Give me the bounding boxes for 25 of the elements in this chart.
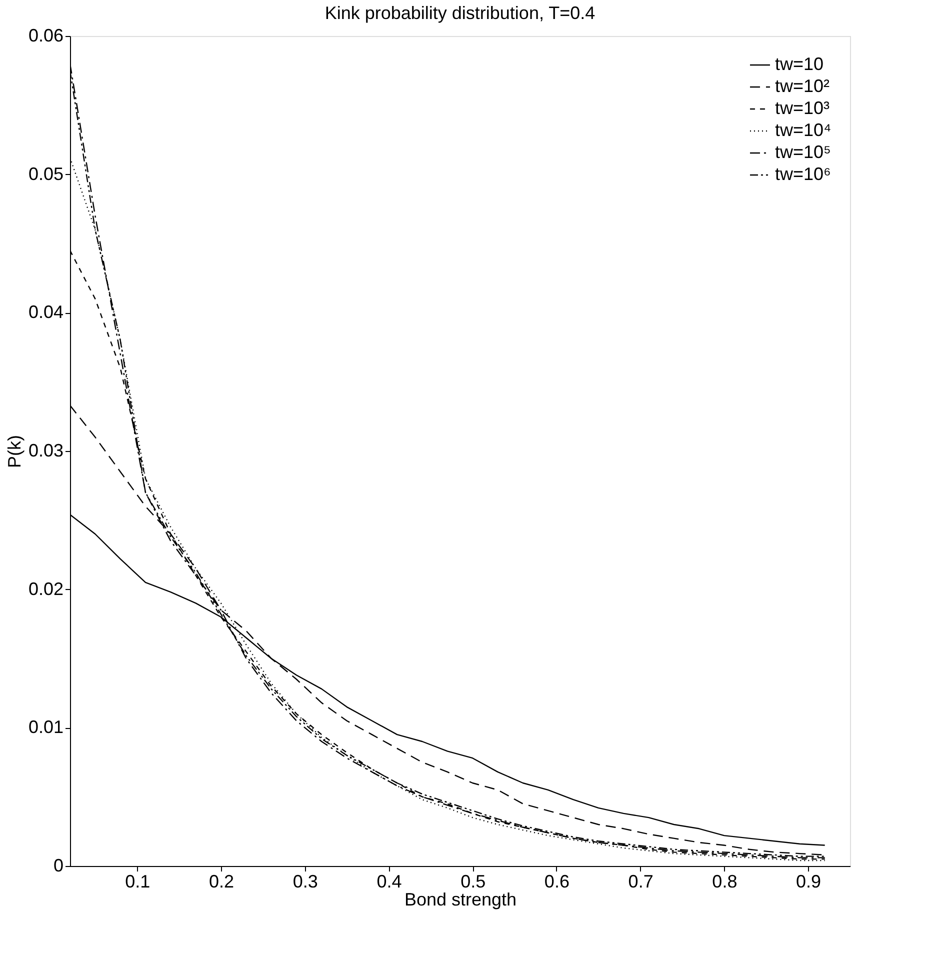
x-tick-label: 0.1 xyxy=(125,872,150,892)
y-tick-label: 0.02 xyxy=(28,578,64,599)
x-tick-label: 0.3 xyxy=(292,872,318,892)
y-tick-label: 0.03 xyxy=(28,440,64,460)
y-tick-label: 0 xyxy=(53,856,64,876)
y-tick-label: 0.04 xyxy=(28,302,64,322)
legend-label: tw=10⁶ xyxy=(775,164,831,184)
y-tick-label: 0.05 xyxy=(28,164,64,184)
y-tick-label: 0.06 xyxy=(28,26,64,46)
x-tick-label: 0.8 xyxy=(712,872,738,892)
x-tick-label: 0.9 xyxy=(796,872,822,892)
x-axis-title: Bond strength xyxy=(404,890,517,910)
y-axis-title: P(k) xyxy=(4,435,24,468)
y-tick-label: 0.01 xyxy=(28,717,64,738)
legend-label: tw=10⁴ xyxy=(775,120,832,140)
legend-label: tw=10⁵ xyxy=(775,142,831,162)
legend-label: tw=10³ xyxy=(775,98,830,118)
chart-title: Kink probability distribution, T=0.4 xyxy=(324,3,596,23)
x-tick-label: 0.2 xyxy=(208,872,234,892)
x-tick-label: 0.7 xyxy=(628,872,654,892)
legend-label: tw=10 xyxy=(775,54,824,74)
x-tick-label: 0.4 xyxy=(376,872,402,892)
x-tick-label: 0.6 xyxy=(544,872,570,892)
x-tick-label: 0.5 xyxy=(460,872,486,892)
legend-label: tw=10² xyxy=(775,76,830,96)
